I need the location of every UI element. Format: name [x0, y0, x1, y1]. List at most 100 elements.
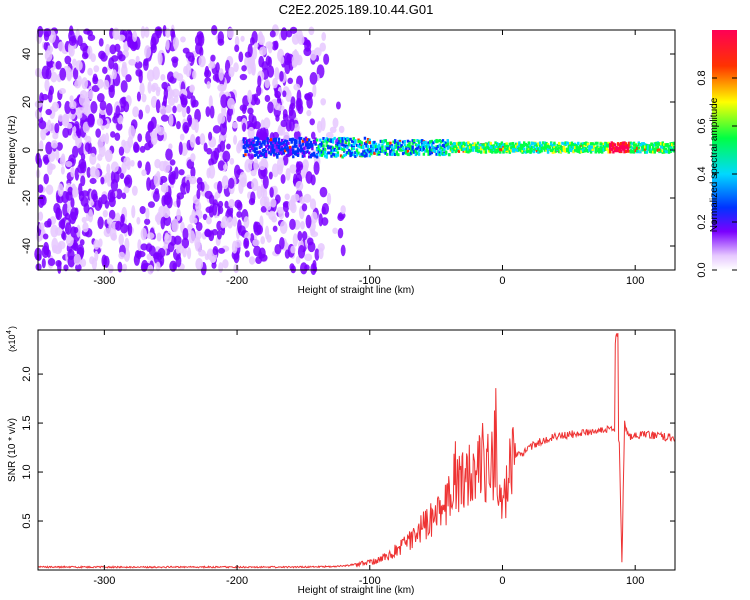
spectrogram-cell	[672, 141, 676, 145]
spectrogram-cell	[263, 148, 266, 152]
spectrogram-cell	[128, 125, 136, 140]
spectrogram-cell	[82, 222, 89, 233]
spectrogram-cell	[401, 147, 405, 151]
spectrogram-cell	[370, 144, 373, 148]
snr-y-axis-label: SNR (10 * v/v)	[7, 418, 18, 482]
spectrogram-cell	[245, 139, 249, 143]
spectrogram-cell	[492, 146, 496, 150]
spectrogram-cell	[378, 143, 381, 147]
spectrogram-cell	[160, 216, 166, 230]
spectrogram-cell	[250, 155, 254, 159]
spectrogram-cell	[80, 175, 86, 187]
spectrogram-cell	[217, 247, 226, 254]
spectrogram-cell	[343, 143, 346, 147]
spectrogram-cell	[626, 148, 629, 152]
spectrogram-cell	[257, 142, 260, 146]
spectrogram-cell	[476, 141, 480, 145]
spectrogram-cell	[250, 141, 254, 145]
spectrogram-cell	[274, 140, 277, 144]
spectrogram-cell	[589, 147, 593, 151]
spectrogram-cell	[244, 250, 250, 258]
spectrogram-cell	[300, 144, 303, 148]
spectrogram-cell	[263, 142, 266, 146]
spectrogram-cell	[422, 145, 426, 149]
spectrogram-cell	[253, 150, 257, 154]
spectrogram-cell	[309, 155, 312, 159]
spectrogram-cell	[292, 155, 295, 159]
spectrogram-cell	[264, 145, 268, 149]
spectrogram-cell	[465, 147, 469, 151]
spectrogram-cell	[266, 234, 272, 243]
spectrogram-cell	[457, 141, 461, 145]
spectrogram-cell	[526, 147, 529, 151]
spectrogram-cell	[570, 147, 574, 151]
spectrogram-cell	[384, 139, 387, 143]
spectrogram-cell	[487, 149, 491, 153]
spectrogram-cell	[620, 149, 623, 153]
spectrogram-cell	[317, 146, 320, 150]
spectrogram-cell	[242, 140, 246, 144]
spectrogram-cell	[532, 141, 535, 145]
spectrogram-cell	[290, 245, 296, 254]
spectrogram-cell	[274, 194, 281, 204]
spectrogram-cell	[650, 142, 653, 146]
spectrogram-cell	[331, 149, 335, 153]
spectrogram-cell	[43, 173, 49, 185]
spectrogram-cell	[160, 74, 166, 81]
spectrogram-cell	[303, 47, 312, 57]
spectrogram-cell	[247, 153, 250, 157]
spectrogram-cell	[277, 141, 281, 145]
spectrogram-cell	[640, 145, 644, 149]
spectrogram-cell	[451, 149, 454, 153]
spectrogram-cell	[393, 139, 397, 143]
spectrogram-cell	[292, 193, 300, 202]
spectrogram-cell	[226, 143, 231, 150]
spectrogram-cell	[647, 144, 650, 148]
spectrogram-cell	[311, 211, 318, 224]
spectrogram-cell	[258, 55, 265, 68]
spectrogram-cell	[473, 146, 477, 150]
spectrogram-cell	[253, 158, 259, 173]
spectrogram-cell	[279, 236, 285, 250]
spectrogram-cell	[277, 126, 284, 136]
spectrogram-cell	[145, 207, 150, 220]
spectrogram-cell	[249, 149, 252, 153]
spectrogram-cell	[594, 141, 598, 145]
spectrogram-cell	[656, 148, 660, 152]
spectrogram-cell	[497, 149, 500, 153]
spectrogram-cell	[243, 216, 250, 229]
spectrogram-cell	[248, 112, 255, 123]
spectrogram-cell	[336, 151, 340, 155]
spectrogram-cell	[406, 152, 410, 156]
spectrogram-cell	[521, 149, 524, 153]
spectrogram-cell	[298, 136, 301, 140]
spectrogram-cell	[45, 68, 52, 80]
spectrogram-cell	[90, 100, 98, 114]
spectrogram-cell	[282, 90, 287, 98]
spectrogram-cell	[115, 105, 121, 118]
spectrogram-cell	[397, 140, 400, 144]
spectrogram-cell	[268, 210, 276, 221]
spectrogram-cell	[538, 147, 542, 151]
spectrogram-cell	[319, 186, 328, 198]
spectrogram-cell	[505, 147, 508, 151]
spectrogram-cell	[335, 149, 338, 153]
spectrogram-cell	[228, 177, 235, 189]
spectrogram-cell	[145, 104, 151, 114]
spectrogram-cell	[283, 131, 290, 142]
spectrogram-cell	[109, 227, 117, 241]
spectrogram-cell	[495, 142, 499, 146]
spectrogram-cell	[546, 148, 550, 152]
spectrogram-cell	[634, 145, 637, 149]
spectrogram-cell	[575, 147, 578, 151]
spectrogram-cell	[378, 151, 381, 155]
spectrogram-cell	[664, 148, 668, 152]
spectrogram-cell	[306, 143, 309, 147]
spectrogram-cell	[164, 232, 169, 240]
spectrogram-cells	[34, 24, 676, 276]
spectrogram-cell	[340, 205, 346, 215]
spectrogram-cell	[349, 150, 352, 154]
spectrogram-cell	[108, 84, 115, 99]
spectrogram-cell	[336, 146, 340, 150]
spectrogram-cell	[510, 149, 513, 153]
